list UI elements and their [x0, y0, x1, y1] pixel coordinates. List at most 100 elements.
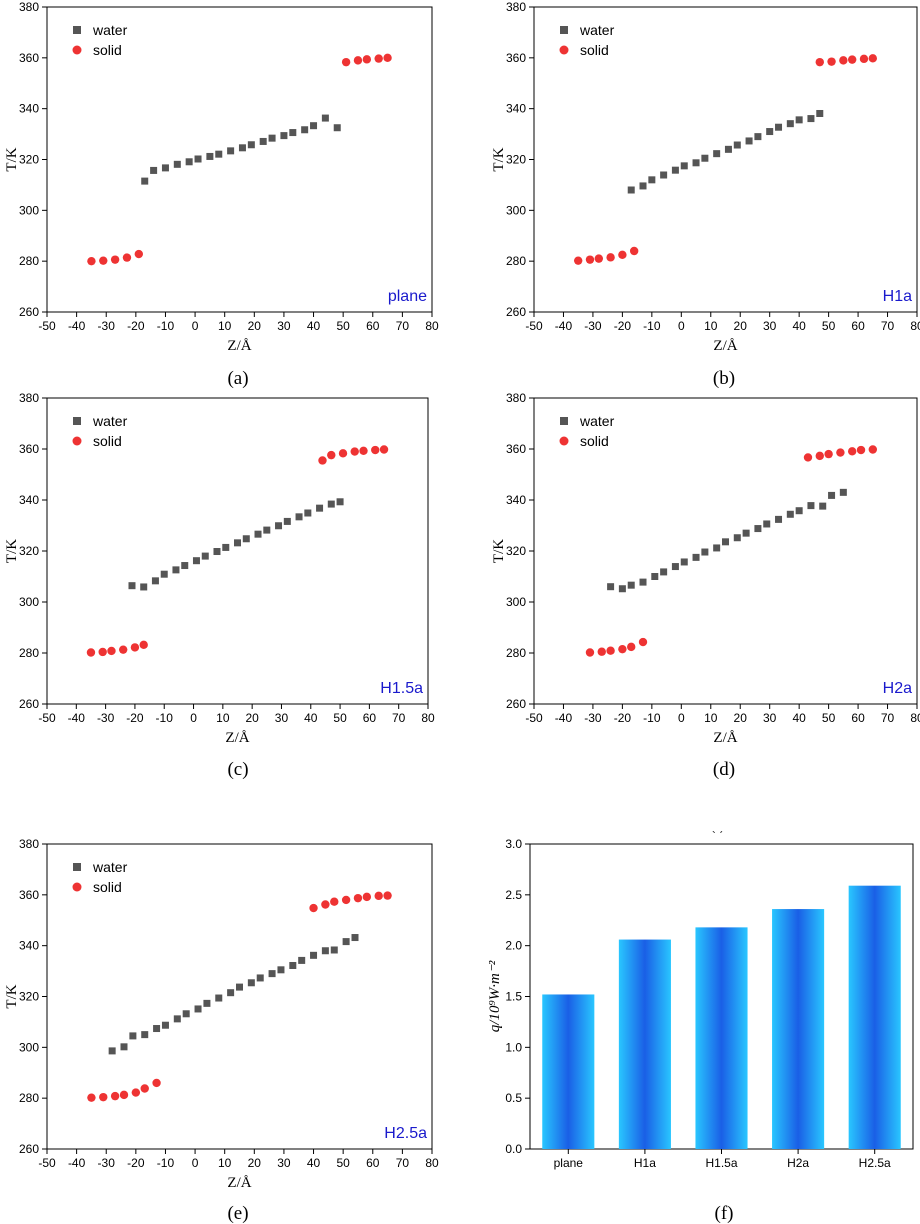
- solid-point: [131, 1088, 141, 1097]
- water-point: [234, 539, 241, 547]
- legend-water-marker: [73, 26, 81, 34]
- x-tick-label: -10: [157, 319, 175, 333]
- legend-solid-label: solid: [93, 433, 122, 449]
- water-point: [203, 999, 211, 1007]
- solid-point: [110, 255, 120, 264]
- x-tick-label: 30: [277, 319, 291, 333]
- water-point: [701, 154, 709, 162]
- solid-point: [868, 54, 878, 63]
- x-tick-label: -30: [584, 319, 602, 333]
- water-point: [775, 515, 783, 523]
- y-tick-label: 300: [19, 1040, 39, 1054]
- water-point: [259, 137, 267, 145]
- water-point: [692, 159, 700, 167]
- water-point: [618, 585, 626, 593]
- y-tick-label: 3.0: [505, 837, 522, 851]
- solid-point: [638, 637, 648, 647]
- bar-plane: [542, 994, 595, 1149]
- water-point: [242, 535, 250, 543]
- x-tick-label: 20: [734, 711, 748, 725]
- solid-point: [98, 647, 107, 657]
- legend-water-marker: [560, 26, 568, 34]
- solid-point: [359, 446, 368, 455]
- y-tick-label: 260: [506, 305, 526, 319]
- water-point: [786, 510, 794, 518]
- y-tick-label: 360: [19, 888, 39, 902]
- water-point: [648, 176, 656, 184]
- y-tick-label: 320: [506, 544, 526, 558]
- water-point: [310, 951, 318, 959]
- x-tick-label: -30: [584, 711, 602, 725]
- panel-tag: H1.5a: [380, 680, 423, 697]
- water-point: [775, 123, 783, 131]
- water-point: [227, 147, 235, 155]
- solid-point: [341, 895, 351, 905]
- x-tick-label: 50: [333, 711, 347, 725]
- x-tick-label: -20: [127, 1156, 145, 1170]
- water-point: [304, 509, 312, 517]
- solid-point: [341, 57, 351, 67]
- water-point: [819, 502, 827, 510]
- solid-point: [119, 1090, 129, 1100]
- water-point: [275, 522, 283, 530]
- solid-point: [629, 246, 639, 256]
- y-tick-label: 260: [506, 697, 526, 711]
- solid-point: [327, 450, 336, 460]
- panel-tag: H1a: [883, 288, 912, 305]
- x-tick-label: 40: [307, 1156, 321, 1170]
- water-point: [722, 538, 729, 546]
- solid-point: [847, 447, 857, 456]
- solid-point: [353, 893, 363, 903]
- x-tick-label: 0: [678, 319, 685, 333]
- legend-solid-label: solid: [580, 433, 609, 449]
- bar-h1a: [618, 939, 671, 1149]
- solid-point: [119, 645, 128, 654]
- water-point: [692, 553, 700, 561]
- solid-point: [110, 1091, 120, 1101]
- legend-solid-label: solid: [580, 42, 609, 58]
- water-point: [660, 568, 668, 576]
- water-point: [215, 994, 223, 1002]
- x-tick-label: -10: [156, 711, 174, 725]
- y-tick-label: 300: [19, 595, 39, 609]
- water-point: [192, 557, 200, 565]
- solid-point: [379, 445, 389, 454]
- water-point: [185, 158, 193, 166]
- solid-point: [122, 253, 132, 262]
- panel-caption: (a): [227, 368, 248, 389]
- y-tick-label: 360: [506, 51, 526, 65]
- panel-tag: H2a: [883, 680, 912, 697]
- x-tick-label: 50: [822, 711, 836, 725]
- water-point: [254, 530, 262, 538]
- water-point: [342, 938, 350, 946]
- water-point: [161, 164, 169, 172]
- water-point: [316, 504, 324, 512]
- water-point: [301, 126, 309, 134]
- water-point: [660, 171, 668, 179]
- x-tick-label: 30: [277, 1156, 291, 1170]
- x-tick-label: 30: [763, 711, 777, 725]
- x-tick-label: 70: [396, 319, 410, 333]
- y-tick-label: 280: [19, 254, 39, 268]
- y-tick-label: 320: [19, 990, 39, 1004]
- water-point: [671, 563, 679, 571]
- water-point: [639, 578, 647, 586]
- solid-point: [594, 254, 604, 263]
- legend-solid-label: solid: [93, 879, 122, 895]
- x-tick-label: 80: [425, 319, 439, 333]
- x-axis-title: Z/Å: [713, 730, 737, 746]
- solid-point: [140, 1084, 149, 1093]
- water-point: [627, 186, 635, 194]
- water-point: [298, 956, 306, 964]
- water-point: [807, 502, 815, 510]
- legend-water-label: water: [579, 413, 615, 429]
- water-point: [795, 116, 803, 124]
- x-tick-label: 80: [910, 711, 920, 725]
- x-tick-label: 10: [704, 711, 718, 725]
- water-point: [268, 134, 276, 142]
- water-point: [247, 979, 255, 987]
- y-tick-label: 280: [506, 254, 526, 268]
- solid-point: [606, 646, 615, 655]
- solid-point: [87, 256, 96, 266]
- x-tick-label: 10: [218, 1156, 232, 1170]
